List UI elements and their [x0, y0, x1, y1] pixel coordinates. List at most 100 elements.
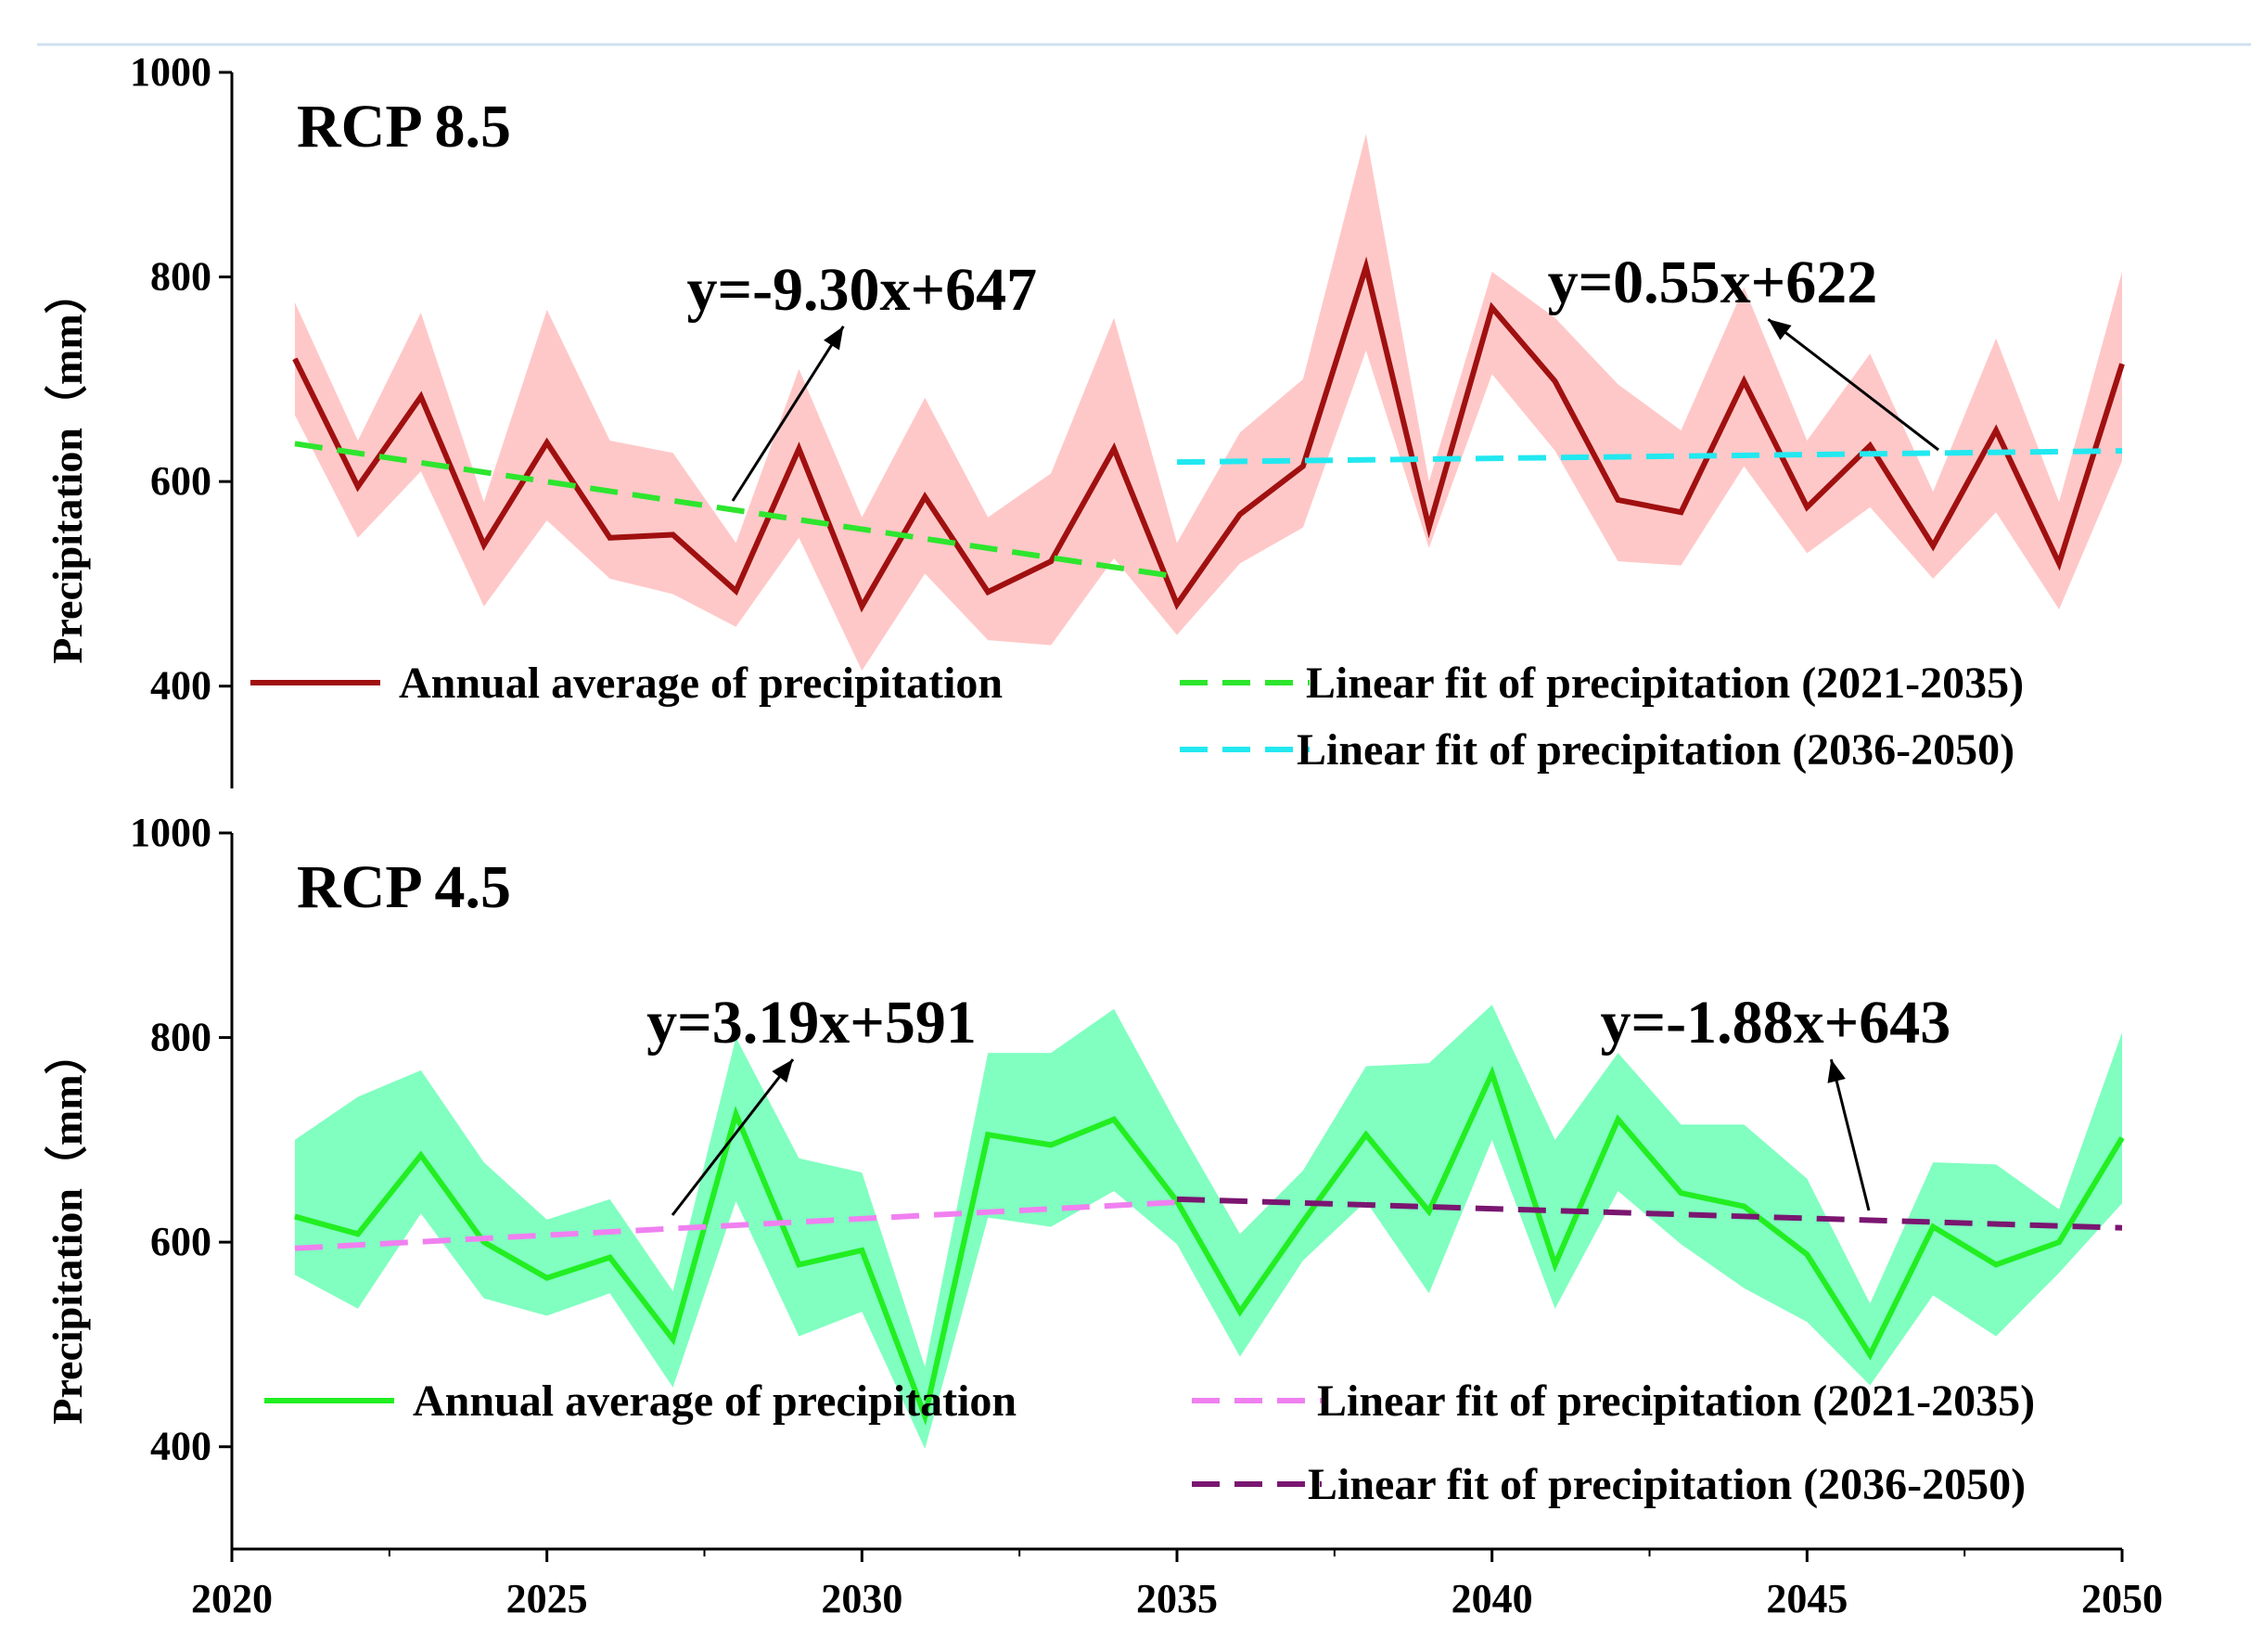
- x-tick-label: 2020: [191, 1576, 273, 1621]
- x-tick-label: 2040: [1452, 1576, 1533, 1621]
- uncertainty-band: [294, 134, 2122, 672]
- data-point: [546, 1277, 548, 1279]
- y-tick-label: 600: [150, 458, 211, 504]
- panel-title: RCP 8.5: [297, 93, 511, 160]
- data-point: [1428, 527, 1430, 529]
- data-point: [294, 358, 296, 360]
- fit-line-2021-2035: [294, 441, 1178, 580]
- data-point: [420, 1154, 422, 1156]
- data-point: [1365, 1133, 1367, 1135]
- data-point: [1869, 1353, 1871, 1355]
- equation-annotation: y=-9.30x+647: [686, 256, 1037, 324]
- data-point: [609, 1257, 611, 1259]
- y-tick-label: 1000: [130, 810, 211, 855]
- data-point: [1113, 448, 1115, 450]
- data-point: [861, 606, 863, 608]
- y-axis-label: Precipitation（mm）: [44, 1031, 91, 1424]
- data-point: [987, 591, 989, 593]
- annotation-arrow: [671, 1058, 795, 1216]
- annotation-arrow: [731, 326, 845, 502]
- data-point: [1365, 266, 1367, 268]
- annotation-arrowhead: [1768, 319, 1792, 340]
- legend-label: Annual average of precipitation: [399, 659, 1003, 708]
- data-point: [1302, 466, 1304, 467]
- data-point: [1806, 1253, 1808, 1255]
- equation-annotation: y=3.19x+591: [646, 989, 977, 1057]
- annotation-arrow: [1829, 1058, 1871, 1211]
- data-point: [2121, 1137, 2123, 1139]
- y-tick-label: 600: [150, 1219, 211, 1264]
- series-line-annual-average: [292, 256, 2125, 613]
- data-point: [1176, 603, 1178, 605]
- data-point: [294, 1216, 296, 1218]
- data-point: [1050, 560, 1052, 562]
- fit-line-2021-2035: [294, 1199, 1178, 1251]
- data-point: [1554, 380, 1556, 382]
- data-point: [1302, 1221, 1304, 1223]
- data-point: [861, 1249, 863, 1251]
- x-tick-label: 2050: [2081, 1576, 2163, 1621]
- panel-rcp45: 400 600 800 1000 Precipitation（mm） 2020 2025 20…: [44, 810, 2163, 1621]
- data-point: [420, 396, 422, 398]
- data-point: [609, 537, 611, 539]
- data-point: [1932, 1226, 1934, 1228]
- data-point: [1995, 429, 1997, 431]
- x-tick-label: 2045: [1766, 1576, 1848, 1621]
- data-point: [1239, 1311, 1241, 1313]
- data-point: [483, 1241, 485, 1243]
- annotation-arrowhead: [772, 1059, 793, 1083]
- y-tick-label: 1000: [130, 49, 211, 95]
- annotation-arrow: [1767, 317, 1939, 452]
- series-line-annual-average: [294, 1065, 2125, 1427]
- y-tick-label: 800: [150, 1015, 211, 1060]
- data-point: [672, 533, 674, 535]
- legend-label: Linear fit of precipitation (2036-2050): [1297, 725, 2014, 775]
- data-point: [735, 590, 736, 592]
- data-point: [1113, 1119, 1115, 1121]
- legend-label: Annual average of precipitation: [413, 1377, 1017, 1426]
- data-point: [1743, 1206, 1745, 1208]
- data-point: [2058, 1241, 2060, 1243]
- data-point: [1050, 1144, 1052, 1146]
- y-tick-label: 400: [150, 1424, 211, 1469]
- data-point: [357, 486, 359, 488]
- data-point: [2058, 562, 2060, 564]
- y-axis-label: Precipitation（mm）: [44, 271, 91, 663]
- x-tick-label: 2025: [506, 1576, 588, 1621]
- data-point: [1491, 1072, 1493, 1074]
- data-point: [357, 1233, 359, 1235]
- fit-line-2036-2050: [1176, 448, 2123, 466]
- data-point: [2121, 363, 2123, 365]
- data-point: [1428, 1210, 1430, 1212]
- data-point: [1491, 307, 1493, 309]
- data-point: [1932, 545, 1934, 547]
- y-tick-label: 400: [150, 663, 211, 709]
- fit-line-2036-2050: [1176, 1196, 2123, 1231]
- uncertainty-band: [294, 1005, 2122, 1449]
- data-point: [546, 442, 548, 443]
- annotation-arrowhead: [1827, 1059, 1846, 1083]
- x-tick-label: 2035: [1136, 1576, 1218, 1621]
- panel-rcp85: 400 600 800 1000 Precipitation（mm） RCP 8.5 y=-…: [44, 49, 2125, 788]
- annotation-arrowhead: [824, 326, 844, 351]
- equation-annotation: y=0.55x+622: [1548, 249, 1878, 316]
- data-point: [1680, 1192, 1682, 1194]
- data-point: [735, 1113, 736, 1115]
- legend-label: Linear fit of precipitation (2021-2035): [1317, 1377, 2035, 1426]
- data-point: [1554, 1263, 1556, 1265]
- equation-annotation: y=-1.88x+643: [1601, 989, 1951, 1057]
- data-point: [1680, 511, 1682, 513]
- data-point: [483, 544, 485, 546]
- data-point: [1806, 506, 1808, 508]
- panel-title: RCP 4.5: [297, 853, 511, 921]
- data-point: [1239, 513, 1241, 515]
- data-point: [924, 496, 926, 498]
- data-point: [672, 1338, 674, 1340]
- x-tick-label: 2030: [821, 1576, 902, 1621]
- data-point: [1743, 380, 1745, 382]
- data-point: [1869, 445, 1871, 447]
- data-point: [987, 1133, 989, 1135]
- legend-label: Linear fit of precipitation (2021-2035): [1306, 659, 2024, 708]
- legend-label: Linear fit of precipitation (2036-2050): [1308, 1460, 2026, 1509]
